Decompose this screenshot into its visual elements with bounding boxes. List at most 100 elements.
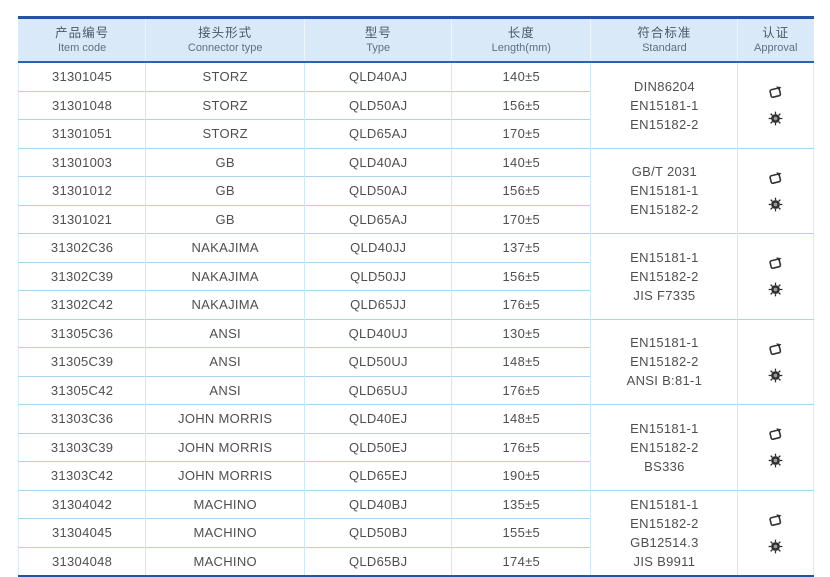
length-cell: 156±5: [451, 176, 591, 205]
standard-cell: EN15181-1 EN15182-2 JIS F7335: [590, 233, 738, 319]
header-connector-type-zh: 接头形式: [198, 25, 253, 40]
table-row: 31304045 MACHINO QLD50BJ 155±5: [18, 518, 814, 547]
standard-line: EN15181-1: [630, 183, 699, 199]
standard-line: EN15182-2: [630, 354, 699, 370]
connector-type-cell: MACHINO: [145, 546, 305, 577]
length-cell: 156±5: [451, 261, 591, 291]
table-row: 31305C42 ANSI QLD65UJ 176±5: [18, 375, 814, 405]
table-row: 31303C36 JOHN MORRIS QLD40EJ 148±5 EN151…: [18, 404, 814, 490]
type-cell: QLD40UJ: [304, 318, 452, 348]
header-connector-type-en: Connector type: [187, 41, 263, 54]
item-code-cell: 31304042: [18, 489, 146, 519]
length-cell: 176±5: [451, 290, 591, 319]
header-length-en: Length(mm): [491, 41, 551, 54]
header-type-en: Type: [366, 41, 391, 54]
header-type: 型号 Type: [304, 17, 452, 63]
standard-line: GB12514.3: [630, 534, 699, 550]
standard-line: BS336: [644, 458, 685, 474]
seal-gear-icon: [768, 368, 783, 383]
header-item-code-en: Item code: [57, 41, 107, 54]
length-cell: 174±5: [451, 546, 591, 577]
approval-icon-stack: [738, 512, 813, 554]
table-row: 31301003 GB QLD40AJ 140±5 GB/T 2031 EN151…: [18, 147, 814, 234]
length-cell: 137±5: [451, 233, 591, 262]
certificate-stamp-icon: [767, 341, 785, 357]
standard-cell: EN15181-1 EN15182-2 GB12514.3 JIS B9911: [590, 489, 738, 577]
approval-cell: [737, 489, 814, 577]
table-row: 31301051 STORZ QLD65AJ 170±5: [18, 119, 814, 148]
header-length: 长度 Length(mm): [451, 17, 591, 63]
seal-gear-icon: [768, 282, 783, 297]
standard-line: DIN86204: [633, 78, 695, 94]
connector-type-cell: NAKAJIMA: [145, 233, 305, 262]
table-row: 31303C39 JOHN MORRIS QLD50EJ 176±5: [18, 432, 814, 462]
standard-line: EN15182-2: [630, 202, 699, 218]
connector-type-cell: NAKAJIMA: [145, 290, 305, 319]
type-cell: QLD40BJ: [304, 489, 452, 519]
item-code-cell: 31303C42: [18, 461, 146, 490]
type-cell: QLD50AJ: [304, 176, 452, 205]
standard-line: EN15182-2: [630, 116, 699, 132]
table-row: 31303C42 JOHN MORRIS QLD65EJ 190±5: [18, 461, 814, 490]
connector-type-cell: JOHN MORRIS: [145, 404, 305, 433]
item-code-cell: 31301045: [18, 61, 146, 91]
product-spec-table: 产品编号 Item code 接头形式 Connector type 型号 Ty…: [18, 16, 814, 577]
length-cell: 140±5: [451, 147, 591, 177]
item-code-cell: 31305C36: [18, 318, 146, 348]
item-code-cell: 31301003: [18, 147, 146, 177]
table-row: 31301021 GB QLD65AJ 170±5: [18, 204, 814, 234]
type-cell: QLD65AJ: [304, 119, 452, 148]
type-cell: QLD65AJ: [304, 204, 452, 234]
approval-cell: [737, 61, 814, 148]
header-item-code-zh: 产品编号: [55, 25, 110, 40]
table-row: 31304042 MACHINO QLD40BJ 135±5 EN15181-1…: [18, 489, 814, 577]
item-code-cell: 31302C42: [18, 290, 146, 319]
standard-line: EN15181-1: [630, 496, 699, 512]
type-cell: QLD50UJ: [304, 347, 452, 376]
approval-icon-stack: [738, 84, 813, 126]
certificate-stamp-icon: [767, 170, 785, 186]
item-code-cell: 31303C36: [18, 404, 146, 433]
item-code-cell: 31301048: [18, 90, 146, 120]
item-code-cell: 31301021: [18, 204, 146, 234]
header-row: 产品编号 Item code 接头形式 Connector type 型号 Ty…: [18, 17, 814, 63]
standard-line: EN15182-2: [630, 268, 699, 284]
table-body: 31301045 STORZ QLD40AJ 140±5 DIN86204 EN1…: [18, 61, 814, 577]
length-cell: 156±5: [451, 90, 591, 120]
standard-line: EN15181-1: [630, 335, 699, 351]
connector-type-cell: STORZ: [145, 61, 305, 91]
type-cell: QLD65JJ: [304, 290, 452, 319]
item-code-cell: 31303C39: [18, 432, 146, 462]
seal-gear-icon: [768, 197, 783, 212]
approval-cell: [737, 233, 814, 319]
item-code-cell: 31302C39: [18, 261, 146, 291]
standard-cell: DIN86204 EN15181-1 EN15182-2: [590, 61, 738, 148]
connector-type-cell: GB: [145, 176, 305, 205]
connector-type-cell: MACHINO: [145, 518, 305, 547]
approval-icon-stack: [738, 170, 813, 212]
type-cell: QLD40AJ: [304, 147, 452, 177]
connector-type-cell: ANSI: [145, 375, 305, 405]
header-connector-type: 接头形式 Connector type: [145, 17, 305, 63]
connector-type-cell: JOHN MORRIS: [145, 461, 305, 490]
length-cell: 148±5: [451, 347, 591, 376]
item-code-cell: 31301051: [18, 119, 146, 148]
standard-line: GB/T 2031: [631, 164, 698, 180]
table-row: 31302C42 NAKAJIMA QLD65JJ 176±5: [18, 290, 814, 319]
length-cell: 190±5: [451, 461, 591, 490]
type-cell: QLD40EJ: [304, 404, 452, 433]
connector-type-cell: ANSI: [145, 347, 305, 376]
type-cell: QLD50BJ: [304, 518, 452, 547]
connector-type-cell: GB: [145, 147, 305, 177]
header-item-code: 产品编号 Item code: [18, 17, 146, 63]
length-cell: 170±5: [451, 119, 591, 148]
standard-line: EN15181-1: [630, 249, 699, 265]
approval-cell: [737, 318, 814, 405]
standard-line: EN15181-1: [630, 420, 699, 436]
item-code-cell: 31304045: [18, 518, 146, 547]
table-row: 31301012 GB QLD50AJ 156±5: [18, 176, 814, 205]
header-standard: 符合标准 Standard: [590, 17, 738, 63]
type-cell: QLD40AJ: [304, 61, 452, 91]
header-length-zh: 长度: [507, 25, 535, 40]
length-cell: 170±5: [451, 204, 591, 234]
